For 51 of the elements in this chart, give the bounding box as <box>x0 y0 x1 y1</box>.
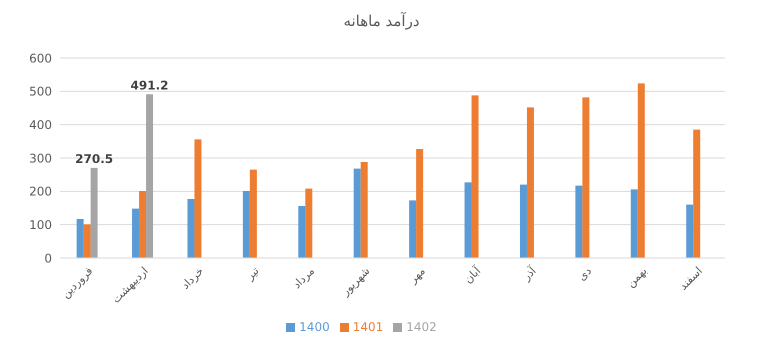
bar <box>575 186 582 258</box>
bar <box>76 219 84 258</box>
bar <box>582 97 590 258</box>
x-tick-label: اسفند <box>676 264 705 293</box>
x-tick-label: خرداد <box>178 264 206 292</box>
bar <box>630 189 638 258</box>
x-tick-label: فروردین <box>59 264 96 301</box>
bar <box>360 162 368 258</box>
bar <box>520 184 527 258</box>
bar <box>242 191 250 258</box>
bar <box>84 224 91 258</box>
bar <box>305 188 312 258</box>
y-tick-label: 500 <box>29 84 52 99</box>
y-tick-label: 100 <box>29 218 52 232</box>
legend-label: 1401 <box>352 320 384 334</box>
y-tick-label: 400 <box>29 118 52 132</box>
bar <box>693 130 700 258</box>
x-tick-label: آبان <box>460 263 484 286</box>
x-tick-label: بهمن <box>624 264 650 290</box>
bar <box>416 149 424 258</box>
data-label: 491.2 <box>130 78 169 92</box>
y-tick-label: 300 <box>29 151 52 166</box>
bar <box>187 199 194 258</box>
bar <box>526 107 534 258</box>
legend-label: 1402 <box>406 320 437 334</box>
x-tick-label: دی <box>575 264 594 284</box>
bar <box>139 191 146 258</box>
bar <box>250 170 257 258</box>
y-tick-label: 600 <box>29 51 52 66</box>
y-tick-label: 200 <box>29 184 52 199</box>
x-tick-label: شهریور <box>338 264 372 299</box>
bar <box>132 208 140 258</box>
x-tick-label: اردیبهشت <box>110 264 151 306</box>
chart-title: درآمد ماهانه <box>342 11 421 32</box>
bar <box>686 204 694 258</box>
bar <box>298 206 306 258</box>
x-tick-label: آذر <box>518 263 540 284</box>
bar <box>354 168 361 258</box>
legend-label: 1400 <box>299 320 330 334</box>
bar <box>464 182 472 258</box>
bar <box>146 94 154 258</box>
bar <box>90 168 98 258</box>
bar <box>472 95 479 258</box>
x-tick-label: مرداد <box>290 264 318 292</box>
bar <box>409 200 416 258</box>
x-tick-label: مهر <box>406 264 428 286</box>
data-label: 270.5 <box>75 152 114 166</box>
bar <box>194 139 202 258</box>
bar <box>638 83 645 258</box>
y-tick-label: 0 <box>44 251 52 266</box>
x-tick-label: تیر <box>242 264 262 284</box>
